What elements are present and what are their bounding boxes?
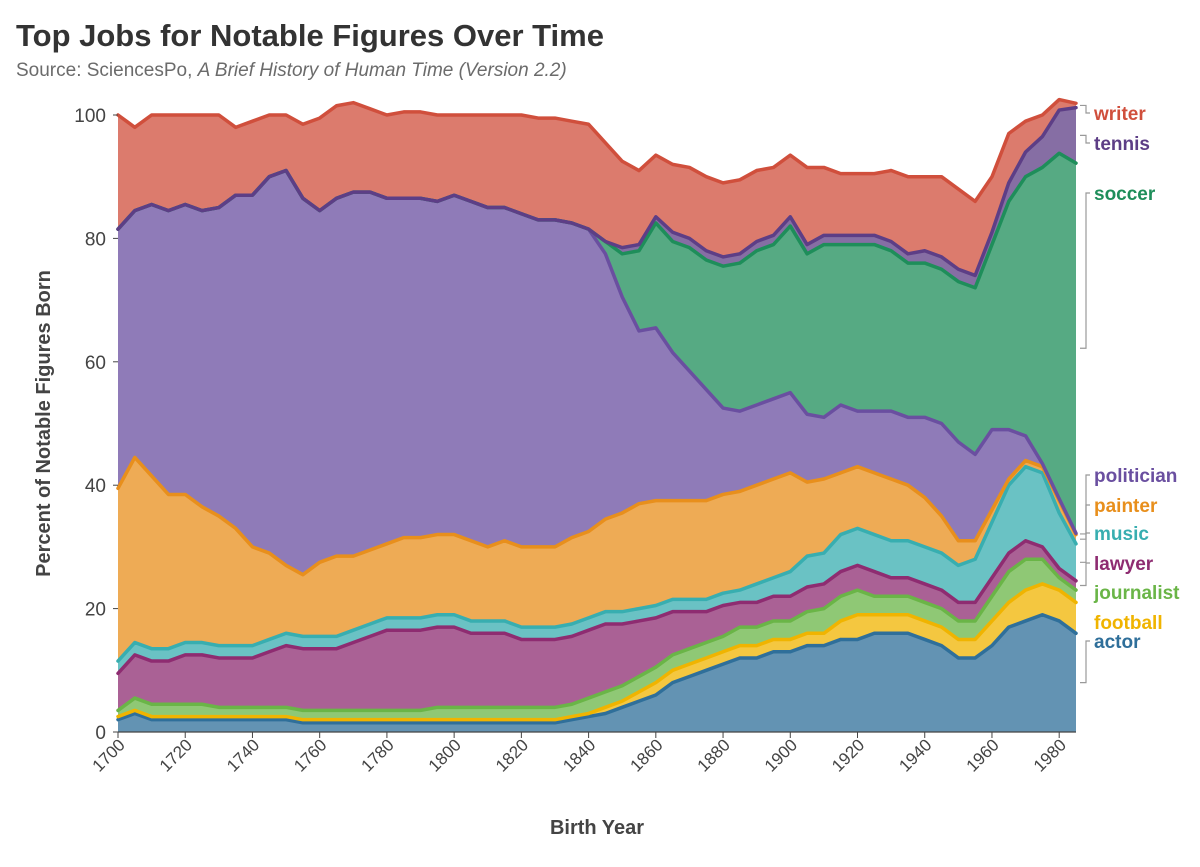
area-music	[118, 466, 1076, 674]
area-soccer	[118, 153, 1076, 534]
x-tick-label: 1940	[895, 735, 935, 775]
x-tick-label: 1860	[626, 735, 666, 775]
series-label-lawyer: lawyer	[1094, 554, 1154, 575]
series-label-soccer: soccer	[1094, 184, 1156, 205]
x-tick-label: 1920	[828, 735, 868, 775]
x-tick-label: 1900	[761, 735, 801, 775]
series-label-actor: actor	[1094, 632, 1141, 653]
series-label-music: music	[1094, 524, 1149, 545]
y-tick-label: 60	[85, 353, 106, 374]
series-label-tennis: tennis	[1094, 134, 1150, 155]
label-leader-writer	[1080, 104, 1090, 114]
x-tick-label: 1760	[290, 735, 330, 775]
series-lines	[116, 97, 1078, 725]
area-actor	[118, 614, 1076, 732]
series-label-painter: painter	[1094, 496, 1158, 517]
line-tennis	[116, 105, 1078, 278]
line-painter	[116, 455, 1078, 577]
line-football	[116, 582, 1078, 722]
label-leader-lawyer	[1080, 562, 1090, 587]
y-tick-label: 0	[95, 723, 106, 744]
line-music	[116, 464, 1078, 663]
x-tick-label: 1780	[358, 735, 398, 775]
line-actor	[116, 613, 1078, 725]
x-tick-label: 1720	[156, 735, 196, 775]
y-tick-label: 100	[74, 106, 106, 127]
x-tick-label: 1840	[559, 735, 599, 775]
area-writer	[118, 99, 1076, 276]
x-tick-label: 1980	[1030, 735, 1070, 775]
y-axis-label: Percent of Notable Figures Born	[33, 270, 55, 577]
area-lawyer	[118, 540, 1076, 711]
series-label-politician: politician	[1094, 466, 1177, 487]
source-title: A Brief History of Human Time (Version 2…	[197, 60, 567, 81]
y-tick-label: 80	[85, 229, 106, 250]
y-tick-label: 40	[85, 476, 106, 497]
area-painter	[118, 457, 1076, 662]
line-writer	[116, 97, 1078, 204]
area-tennis	[118, 107, 1076, 288]
x-tick-label: 1740	[223, 735, 263, 775]
chart-subtitle: Source: SciencesPo, A Brief History of H…	[16, 60, 567, 82]
x-tick-label: 1820	[492, 735, 532, 775]
label-leader-politician	[1080, 474, 1090, 535]
label-leader-tennis	[1080, 134, 1090, 144]
chart-title: Top Jobs for Notable Figures Over Time	[16, 18, 604, 53]
label-leader-music	[1080, 532, 1090, 563]
label-leader-soccer	[1080, 192, 1090, 349]
x-tick-label: 1880	[694, 735, 734, 775]
y-tick-label: 20	[85, 600, 106, 621]
line-journalist	[116, 557, 1078, 713]
line-lawyer	[116, 538, 1078, 676]
area-layers	[118, 99, 1076, 732]
series-label-writer: writer	[1093, 104, 1146, 125]
series-label-journalist: journalist	[1093, 583, 1180, 604]
x-tick-label: 1960	[963, 735, 1003, 775]
series-label-football: football	[1094, 613, 1163, 634]
x-axis-label: Birth Year	[550, 817, 644, 839]
source-prefix: Source: SciencesPo,	[16, 60, 198, 81]
label-leader-actor	[1080, 640, 1090, 684]
x-tick-label: 1800	[425, 735, 465, 775]
